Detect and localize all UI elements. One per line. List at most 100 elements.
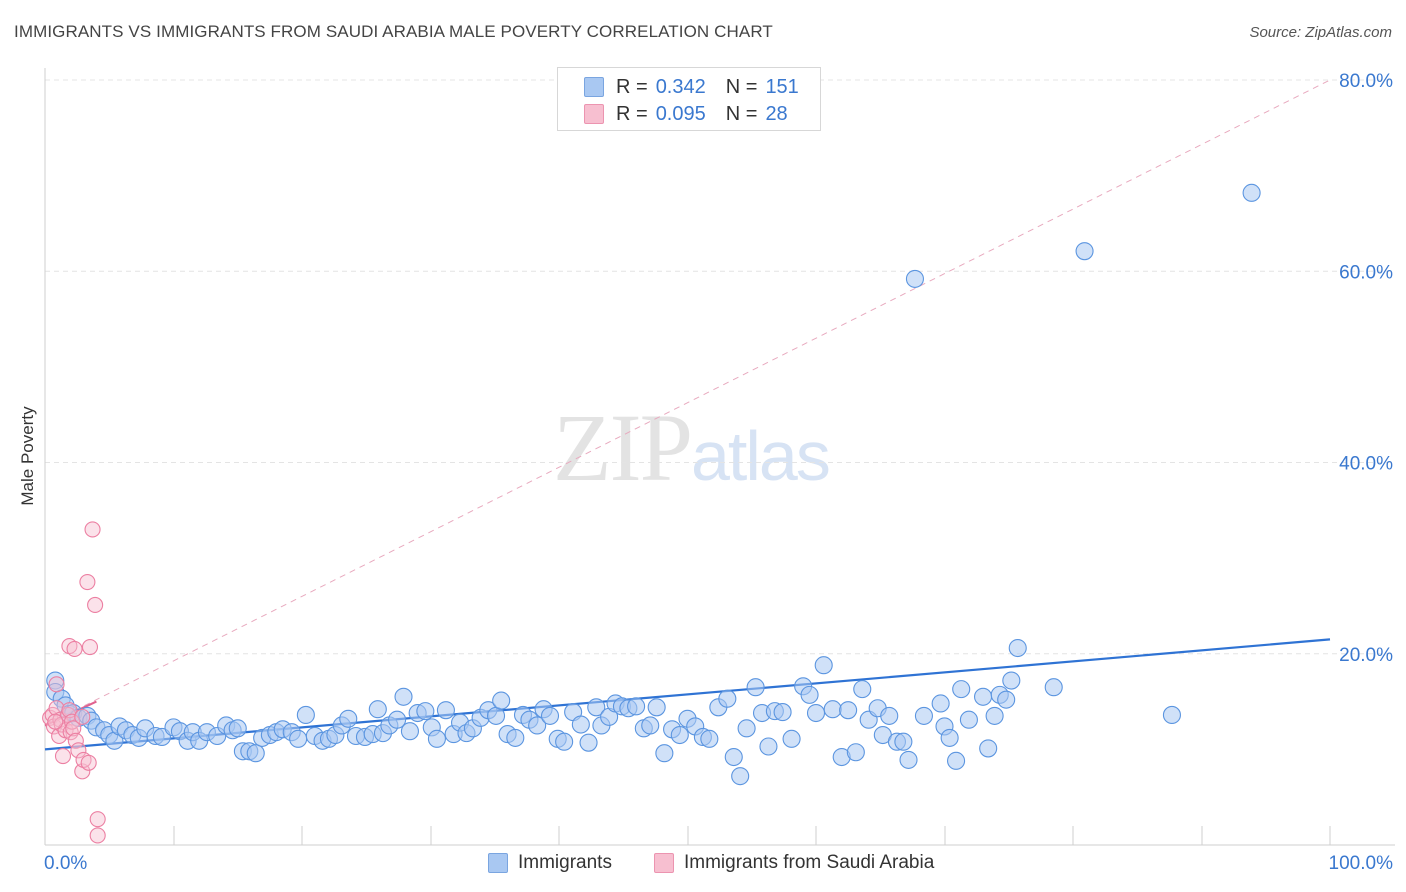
legend-row-immigrants: R = 0.342 N = 151 xyxy=(584,75,799,99)
immigrants-point xyxy=(555,732,574,751)
immigrants-point xyxy=(700,729,719,748)
immigrants-point xyxy=(947,751,966,770)
x-tick-label: 0.0% xyxy=(44,853,87,874)
y-tick-label: 20.0% xyxy=(1339,645,1393,666)
immigrants-point xyxy=(952,680,971,699)
immigrants-point xyxy=(759,737,778,756)
immigrants-point xyxy=(571,715,590,734)
immigrants-point xyxy=(737,719,756,738)
immigrants-point xyxy=(394,687,413,706)
immigrants-point xyxy=(814,656,833,675)
immigrants-point xyxy=(823,700,842,719)
immigrants-point xyxy=(540,706,560,725)
series-swatch-blue xyxy=(488,853,508,873)
immigrants-point xyxy=(1044,678,1063,697)
legend-swatch-pink xyxy=(584,104,604,124)
immigrants-point xyxy=(880,706,899,725)
immigrants-point xyxy=(985,706,1004,725)
source-label: Source: ZipAtlas.com xyxy=(1249,24,1392,41)
series-label: Immigrants xyxy=(518,852,612,873)
immigrants-point xyxy=(1162,705,1181,725)
axes xyxy=(44,68,1395,846)
immigrants-point xyxy=(388,710,407,729)
saudi-point xyxy=(87,596,104,614)
y-tick-label: 40.0% xyxy=(1339,454,1393,475)
series-legend-saudi: Immigrants from Saudi Arabia xyxy=(654,852,934,874)
immigrants-point xyxy=(731,767,750,786)
immigrants-point xyxy=(1242,183,1261,202)
saudi-point xyxy=(67,732,84,749)
saudi-point xyxy=(74,763,91,780)
reference-line xyxy=(44,79,1331,726)
immigrants-points xyxy=(46,183,1261,786)
immigrants-point xyxy=(914,706,933,725)
watermark-atlas: atlas xyxy=(691,417,831,495)
saudi-point xyxy=(66,640,83,658)
immigrants-point xyxy=(246,744,265,763)
immigrants-point xyxy=(800,685,819,704)
immigrants-point xyxy=(899,750,918,769)
saudi-point xyxy=(81,639,99,656)
immigrants-point xyxy=(228,719,247,738)
saudi-point xyxy=(89,827,106,844)
immigrants-point xyxy=(296,705,315,725)
immigrants-point xyxy=(587,698,606,717)
immigrants-point xyxy=(647,698,666,717)
immigrants-point xyxy=(627,697,646,716)
x-tick-label: 100.0% xyxy=(1329,853,1394,874)
grid-lines xyxy=(45,79,1395,655)
immigrants-point xyxy=(416,702,435,721)
immigrants-point xyxy=(782,729,801,748)
immigrants-point xyxy=(427,729,446,748)
immigrants-point xyxy=(905,269,924,288)
immigrants-point xyxy=(746,678,765,697)
watermark: ZIPatlas xyxy=(553,400,831,496)
immigrants-point xyxy=(486,706,506,725)
immigrants-point xyxy=(1002,671,1021,690)
legend-r-value: 0.095 xyxy=(655,102,706,125)
saudi-point xyxy=(70,742,87,759)
saudi-point xyxy=(84,521,101,538)
legend-r-label: R = xyxy=(616,75,648,98)
series-swatch-pink xyxy=(654,853,674,873)
immigrants-point xyxy=(931,694,950,713)
immigrants-point xyxy=(1008,638,1027,658)
saudi-point xyxy=(79,573,96,591)
tick-labels: 20.0% 40.0% 60.0% 80.0% 0.0% 100.0% xyxy=(44,71,1393,874)
immigrants-point xyxy=(853,680,872,699)
immigrants-point xyxy=(492,691,511,710)
immigrants-point xyxy=(400,722,419,741)
saudi-point xyxy=(89,811,106,828)
y-tick-label: 80.0% xyxy=(1339,71,1393,92)
series-legend-immigrants: Immigrants xyxy=(488,852,612,874)
saudi-point xyxy=(75,751,92,768)
legend-r-value: 0.342 xyxy=(655,75,706,98)
immigrants-point xyxy=(979,739,998,758)
saudi-point xyxy=(74,708,91,725)
chart-title: IMMIGRANTS VS IMMIGRANTS FROM SAUDI ARAB… xyxy=(14,22,773,41)
immigrants-point xyxy=(806,703,826,723)
legend-r-label: R = xyxy=(616,102,648,125)
immigrants-point xyxy=(506,728,525,747)
saudi-point xyxy=(63,713,81,730)
immigrants-point xyxy=(368,700,387,719)
immigrants-point xyxy=(724,747,743,767)
saudi-point xyxy=(48,676,65,693)
immigrants-point xyxy=(718,689,737,708)
immigrants-point xyxy=(339,709,358,728)
immigrants-point xyxy=(528,716,547,735)
immigrants-point xyxy=(289,729,308,748)
y-tick-label: 60.0% xyxy=(1339,262,1393,283)
immigrants-point xyxy=(641,716,660,735)
immigrants-point xyxy=(839,701,858,720)
series-legend: Immigrants Immigrants from Saudi Arabia xyxy=(0,852,1406,878)
legend-n-value: 28 xyxy=(765,102,788,125)
legend-swatch-blue xyxy=(584,77,604,97)
legend-n-value: 151 xyxy=(765,75,799,98)
trend-lines xyxy=(44,79,1331,751)
series-label: Immigrants from Saudi Arabia xyxy=(684,852,935,873)
legend-n-label: N = xyxy=(725,102,758,125)
immigrants-point xyxy=(773,703,792,722)
immigrants-point xyxy=(579,733,598,752)
